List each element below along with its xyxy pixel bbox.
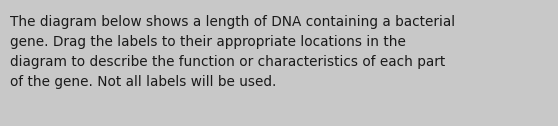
Text: The diagram below shows a length of DNA containing a bacterial
gene. Drag the la: The diagram below shows a length of DNA … <box>10 15 455 89</box>
